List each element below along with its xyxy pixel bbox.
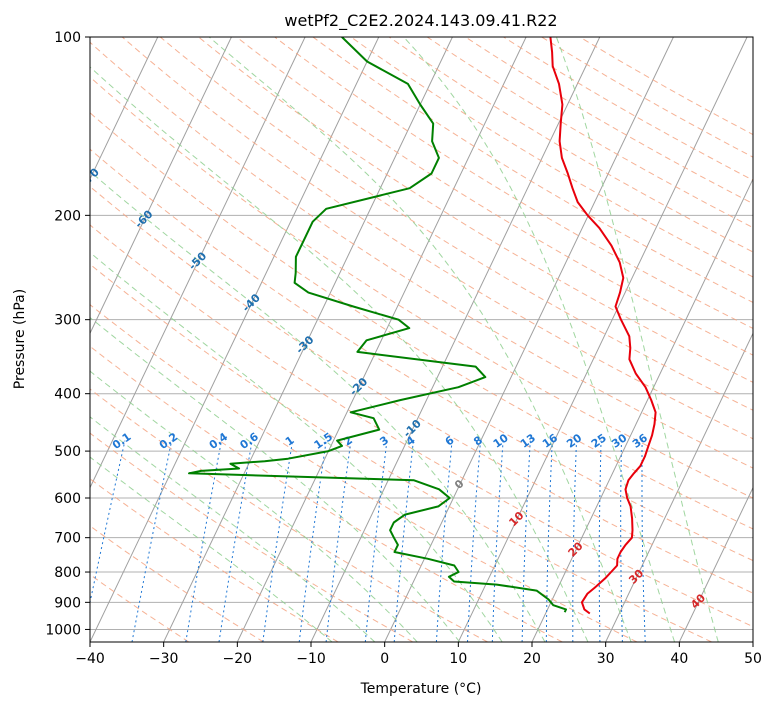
moist-adiabat xyxy=(90,456,333,642)
mixing-ratio-line xyxy=(467,440,481,642)
dry-adiabat xyxy=(90,112,753,530)
isotherm-line xyxy=(90,37,232,335)
x-tick-label: 0 xyxy=(380,651,389,667)
dry-adiabat xyxy=(90,76,753,499)
x-tick-label: −10 xyxy=(296,651,326,667)
moist-adiabat xyxy=(90,416,376,642)
temperature-profile xyxy=(549,37,657,615)
mixing-ratio-line xyxy=(572,440,577,642)
isotherm-line xyxy=(531,177,753,642)
mixing-ratio-line xyxy=(131,440,173,642)
x-tick-label: −30 xyxy=(149,651,179,667)
y-tick-label: 400 xyxy=(54,387,81,403)
y-tick-label: 1000 xyxy=(45,622,81,638)
moist-adiabat xyxy=(208,37,632,642)
mixing-ratio-line xyxy=(491,440,504,642)
dry-adiabat xyxy=(90,185,753,594)
dry-adiabat xyxy=(426,37,753,229)
mixing-ratio-line xyxy=(545,440,553,642)
dewpoint-profile xyxy=(188,37,567,613)
mixing-ratio-line xyxy=(218,440,253,642)
dry-adiabat xyxy=(465,37,753,205)
mixing-ratio-line xyxy=(325,440,352,642)
x-tick-label: −20 xyxy=(223,651,253,667)
y-tick-label: 100 xyxy=(54,30,81,46)
dry-adiabat xyxy=(90,41,753,469)
y-tick-label: 300 xyxy=(54,313,81,329)
mixing-ratio-line xyxy=(364,440,388,642)
isotherm-line xyxy=(384,37,674,642)
isotherm-line xyxy=(310,37,601,642)
y-tick-label: 700 xyxy=(54,531,81,547)
moist-adiabat xyxy=(90,170,546,642)
moist-adiabat xyxy=(90,370,418,642)
x-tick-label: 40 xyxy=(670,651,688,667)
dry-adiabat xyxy=(90,388,488,642)
isotherm-line xyxy=(90,37,380,642)
moist-adiabat xyxy=(90,251,503,642)
isotherm-line xyxy=(457,37,748,642)
dry-adiabat xyxy=(388,37,753,253)
mixing-ratio-line xyxy=(90,440,126,605)
mixing-ratio-line xyxy=(521,440,531,642)
isotherm-line xyxy=(236,37,527,642)
isotherm-line xyxy=(90,37,306,489)
mixing-ratio-line xyxy=(641,440,646,642)
y-axis-label: Pressure (hPa) xyxy=(12,289,28,389)
plot-frame xyxy=(89,36,754,643)
isotherm-line xyxy=(90,37,159,181)
y-tick-label: 500 xyxy=(54,444,81,460)
plot-area: 0.10.20.40.611.52346810131620253036-100-… xyxy=(90,37,753,642)
x-axis-label: Temperature (°C) xyxy=(360,681,482,697)
y-tick-label: 900 xyxy=(54,595,81,611)
dry-adiabat xyxy=(90,224,753,628)
isotherm-line xyxy=(163,37,453,642)
y-tick-label: 600 xyxy=(54,491,81,507)
dry-adiabat xyxy=(503,37,753,181)
mixing-ratio-line xyxy=(262,440,294,642)
dry-adiabat xyxy=(121,37,753,440)
mixing-ratio-line xyxy=(620,440,623,642)
chart-title: wetPf2_C2E2.2024.143.09.41.R22 xyxy=(284,11,557,31)
dry-adiabat xyxy=(90,263,712,642)
moist-adiabat xyxy=(90,316,461,642)
y-tick-label: 200 xyxy=(54,208,81,224)
x-tick-label: −40 xyxy=(75,651,105,667)
y-tick-label: 800 xyxy=(54,565,81,581)
moist-adiabat xyxy=(90,66,589,642)
x-tick-label: 20 xyxy=(523,651,541,667)
moist-adiabat xyxy=(555,37,719,642)
mixing-ratio-line xyxy=(393,440,414,642)
dry-adiabat xyxy=(90,148,753,562)
mixing-ratio-line xyxy=(185,440,222,642)
mixing-ratio-line xyxy=(598,440,602,642)
isotherm-line xyxy=(605,332,753,642)
dry-adiabat xyxy=(541,37,753,158)
x-tick-label: 50 xyxy=(744,651,762,667)
x-tick-label: 10 xyxy=(449,651,467,667)
mixing-ratio-line xyxy=(298,440,327,642)
x-tick-label: 30 xyxy=(597,651,615,667)
isotherm-line xyxy=(678,486,753,642)
dry-adiabat xyxy=(90,525,264,642)
mixing-ratio-line xyxy=(435,440,453,642)
dry-adiabat xyxy=(159,37,753,411)
